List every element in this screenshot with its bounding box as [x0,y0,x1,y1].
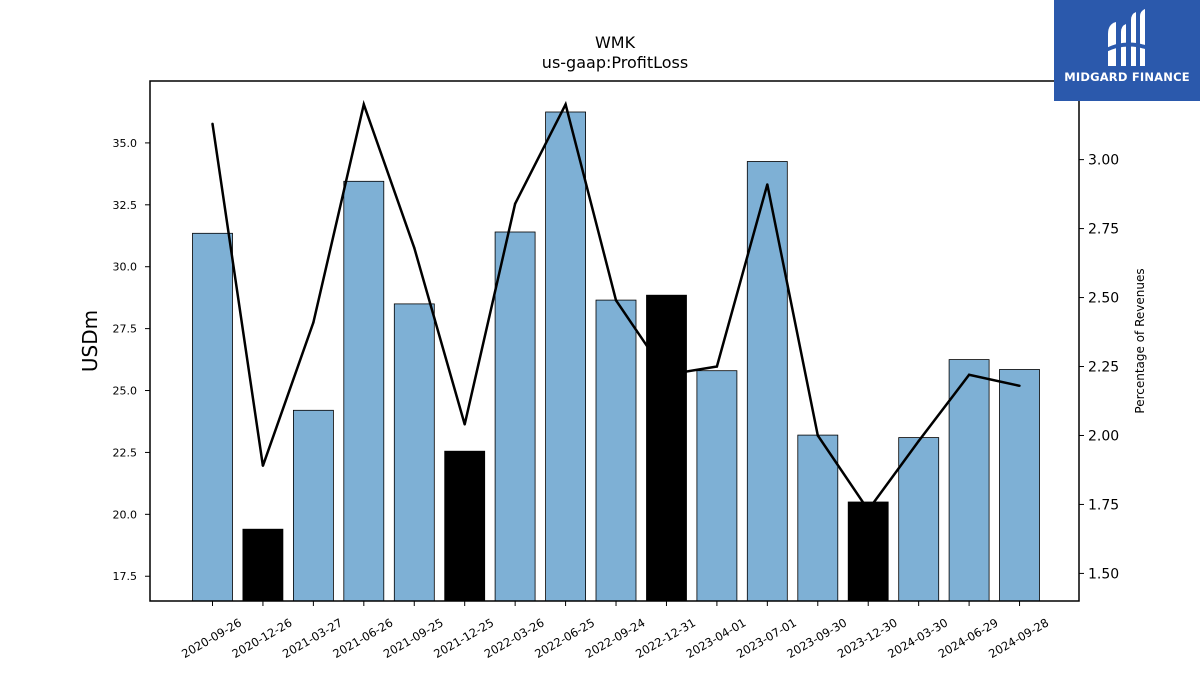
ratio-point-2023-09-30 [816,434,819,437]
bar-2024-03-30 [898,437,940,602]
y-tick-label: 35.0 [113,137,138,150]
ratio-point-2020-12-26 [261,464,265,467]
chart-subtitle: us-gaap:ProfitLoss [542,53,688,72]
y2-tick-label: 2.75 [1088,222,1119,238]
bar-2023-07-01 [746,161,788,602]
y2-tick-label: 2.25 [1088,360,1119,376]
y-tick-label: 30.0 [113,261,138,274]
bar-2020-09-26 [192,232,233,602]
ratio-point-2021-03-27 [312,321,315,324]
y2-tick-label: 2.50 [1088,291,1119,307]
y-tick-label: 32.5 [113,199,138,212]
y-tick-label: 17.5 [113,570,138,583]
bar-2023-04-01 [696,370,738,602]
ratio-point-2024-03-30 [917,439,920,443]
bar-2021-03-27 [292,409,334,602]
y2-tick-label: 1.75 [1088,497,1119,513]
y-tick-label: 22.5 [113,446,138,459]
ratio-point-2022-06-25 [564,103,567,106]
chart-title: WMK [595,33,636,52]
bar-2022-12-31 [646,294,687,602]
y-axis-label: USDm [78,310,102,372]
bars-layer [192,111,1040,602]
logo-text: MIDGARD FINANCE [1064,70,1190,84]
ratio-point-2021-12-25 [463,423,466,426]
bar-2021-12-25 [444,450,486,602]
ratio-point-2022-12-31 [665,373,668,376]
ratio-point-2022-09-24 [614,299,618,302]
bar-2020-12-26 [242,528,284,602]
ratio-point-2021-06-26 [362,103,365,106]
midgard-finance-logo: MIDGARD FINANCE [1054,0,1200,101]
ratio-point-2021-09-25 [413,246,416,250]
ratio-point-2023-07-01 [766,183,769,186]
bar-2024-09-28 [999,369,1040,602]
bar-2022-09-24 [595,299,637,602]
bar-2024-06-29 [948,359,990,602]
y-tick-label: 25.0 [113,385,138,398]
y-tick-label: 27.5 [113,323,138,336]
bar-2021-09-25 [393,303,435,602]
bar-2023-12-30 [847,501,889,602]
ratio-point-2020-09-26 [211,122,214,126]
ratio-point-2024-06-29 [967,373,971,376]
bar-2022-03-26 [494,231,536,602]
plot-frame [149,80,1080,602]
ratio-point-2023-12-30 [867,508,870,512]
y-tick-label: 20.0 [113,508,138,521]
midgard-logo-icon [1106,9,1148,66]
y2-tick-label: 1.50 [1088,566,1119,582]
y2-tick-label: 2.00 [1088,428,1119,444]
line-layer [211,99,1021,513]
bar-2022-06-25 [545,111,586,602]
ratio-point-2022-03-26 [513,202,517,205]
y2-tick-label: 3.00 [1088,153,1119,169]
ratio-point-2023-04-01 [715,365,719,368]
bar-2023-09-30 [797,434,839,602]
y2-axis-label: Percentage of Revenues [1133,268,1147,413]
bar-2021-06-26 [343,180,385,602]
ratio-point-2024-09-28 [1018,384,1021,387]
